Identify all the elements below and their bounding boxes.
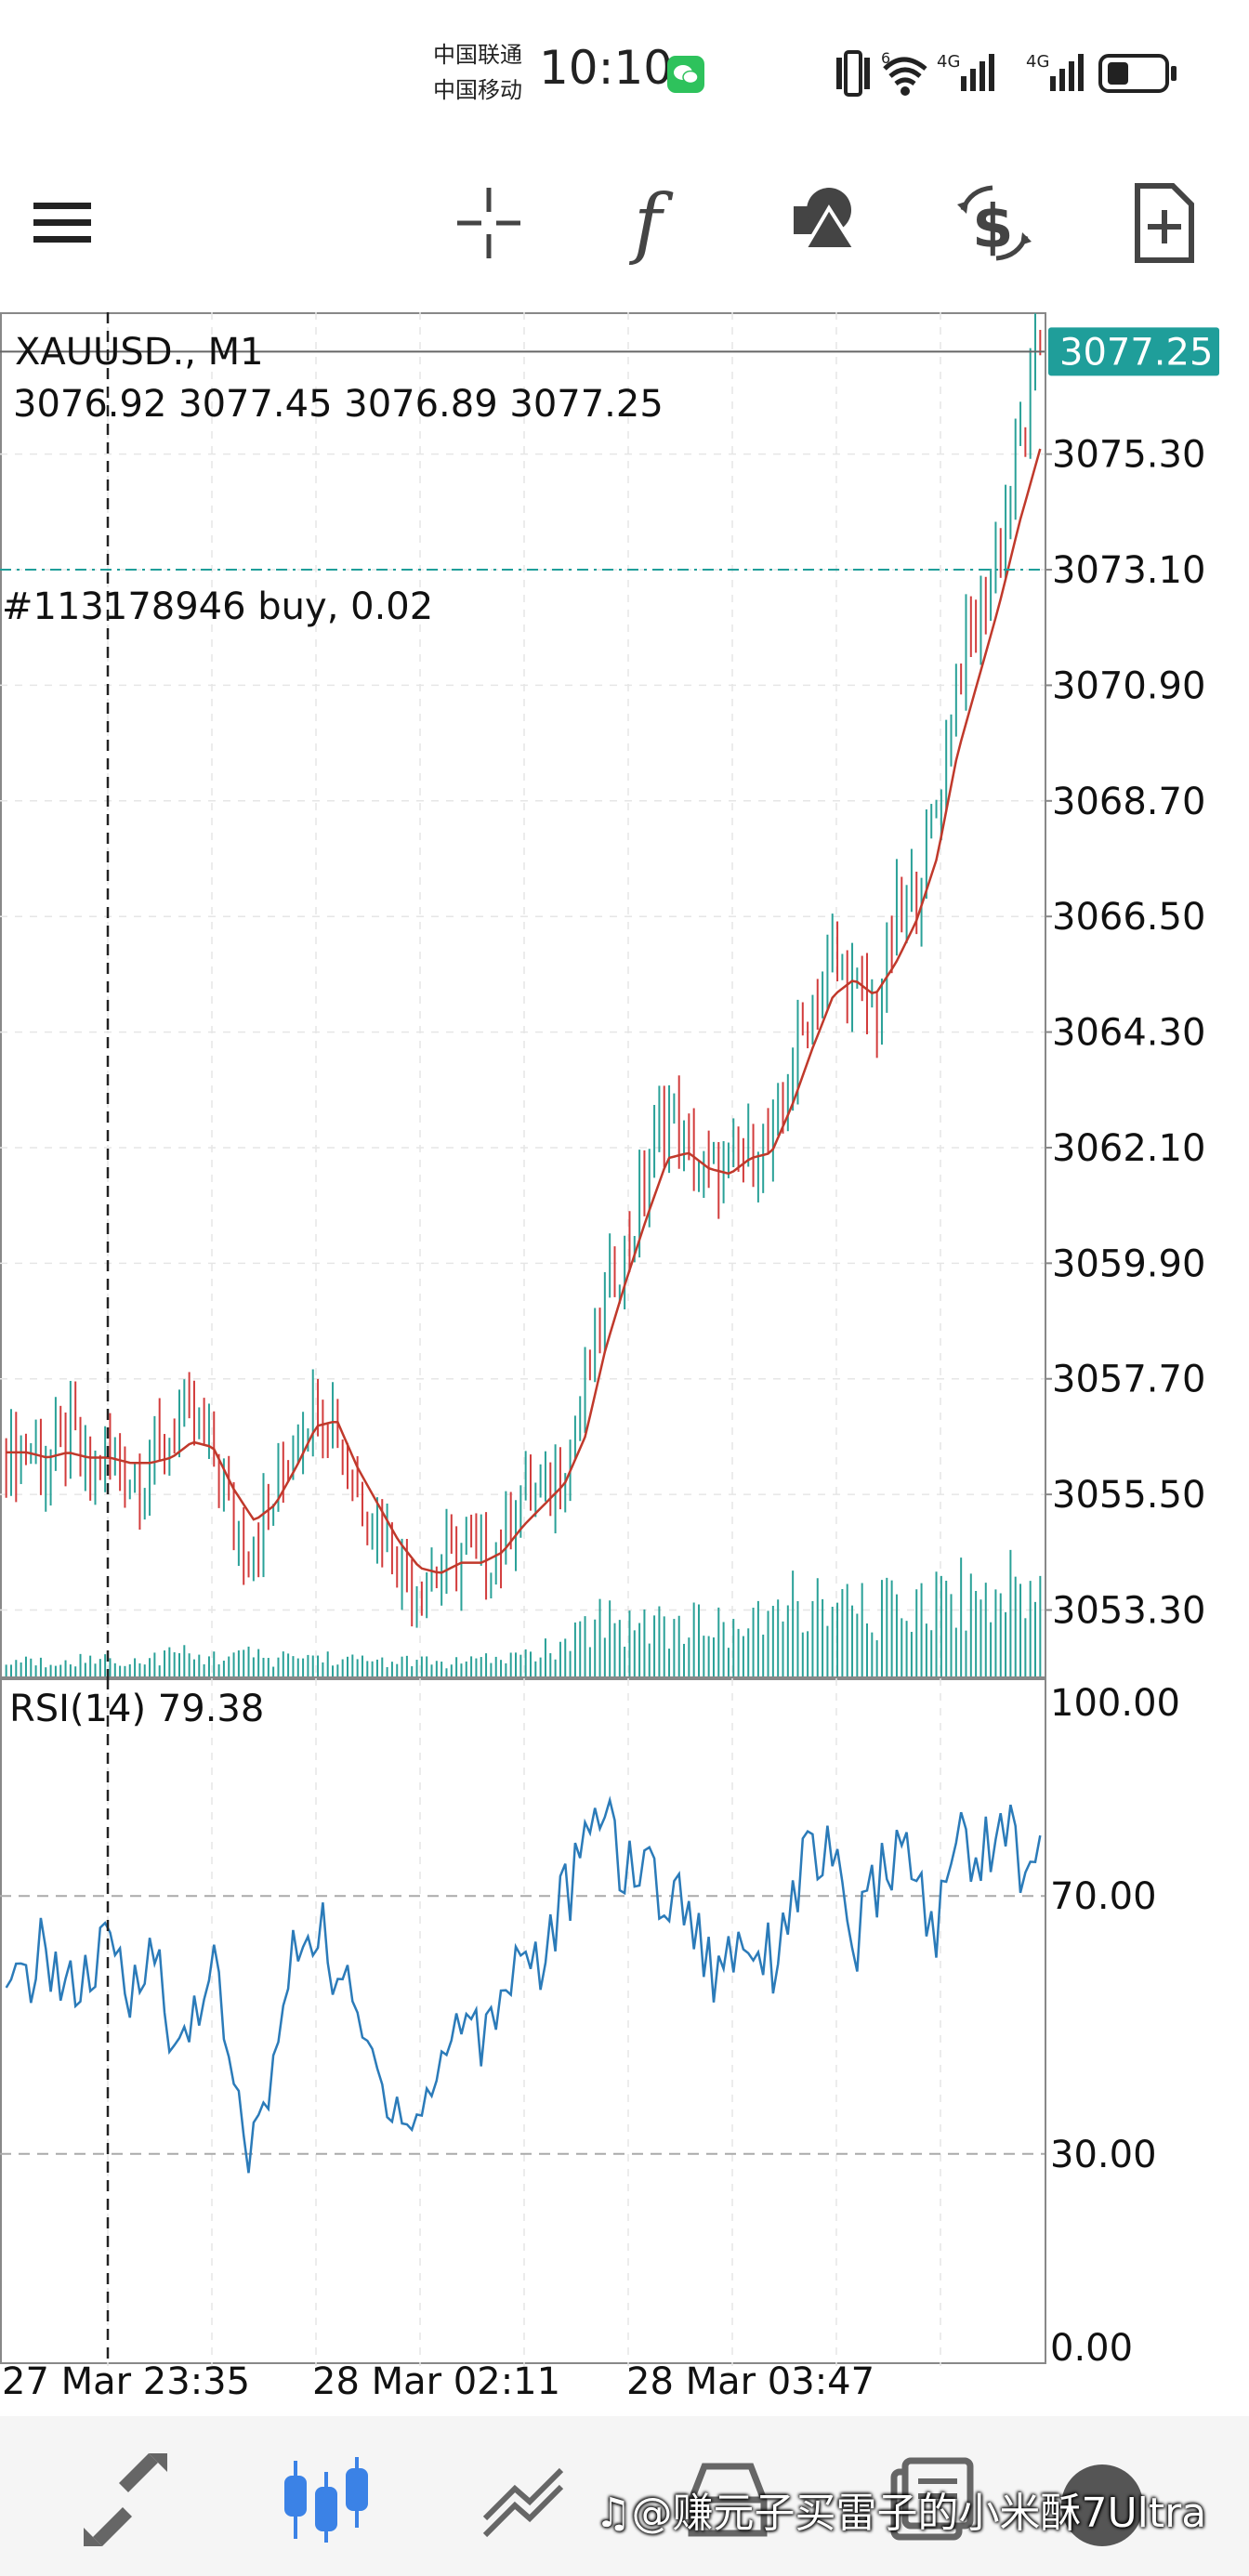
price-chart[interactable]: 3075.30 3073.10 3070.90 3068.70 3066.50 3064.… — [0, 312, 1249, 1678]
rsi-tick-label: 70.00 — [1050, 1875, 1157, 1918]
volume-bars — [5, 1549, 1042, 1676]
price-tick-label: 3055.50 — [1052, 1474, 1205, 1517]
function-icon[interactable]: f — [611, 167, 701, 279]
rsi-label: RSI(14) 79.38 — [9, 1688, 265, 1730]
rsi-tick-label: 100.00 — [1050, 1682, 1180, 1725]
wifi-icon: 6 — [881, 49, 927, 96]
crosshair-icon[interactable] — [444, 167, 533, 279]
rsi-line — [5, 1795, 1042, 2174]
clock: 10:10 — [539, 41, 674, 95]
rsi-tick-label: 0.00 — [1050, 2327, 1133, 2366]
chart-icon[interactable] — [275, 2453, 377, 2546]
messages-icon[interactable] — [877, 2453, 979, 2546]
time-tick: 28 Mar 03:47 — [626, 2360, 875, 2403]
svg-text:$: $ — [972, 193, 1014, 262]
trade-icon[interactable] — [476, 2453, 578, 2546]
rsi-chart[interactable]: 100.00 70.00 30.00 0.00 — [0, 1678, 1249, 2366]
price-tick-label: 3062.10 — [1052, 1127, 1205, 1170]
network-2: 4G — [1026, 52, 1049, 72]
svg-text:f: f — [628, 179, 674, 268]
price-grid — [0, 312, 1045, 1678]
time-tick: 28 Mar 02:11 — [312, 2360, 561, 2403]
status-icons: 6 4G 4G — [836, 49, 1177, 97]
time-tick: 27 Mar 23:35 — [2, 2360, 251, 2403]
hamburger-icon[interactable] — [20, 167, 110, 279]
price-tick-label: 3059.90 — [1052, 1242, 1205, 1285]
price-tick-label: 3075.30 — [1052, 434, 1205, 477]
rsi-tick-label: 30.00 — [1050, 2134, 1157, 2176]
battery-icon — [1098, 54, 1177, 93]
chart-toolbar: f $ — [0, 167, 1249, 279]
wifi-badge: 6 — [881, 49, 890, 67]
network-1: 4G — [937, 52, 960, 72]
price-tick-label: 3057.70 — [1052, 1359, 1205, 1401]
vibrate-icon — [836, 50, 870, 97]
ohlc-values: 3076.92 3077.45 3076.89 3077.25 — [13, 383, 664, 426]
moving-average-line — [6, 448, 1042, 1574]
price-tick-label: 3053.30 — [1052, 1590, 1205, 1633]
current-price-badge-bg — [1048, 327, 1219, 376]
shapes-icon[interactable] — [781, 167, 870, 279]
quotes-icon[interactable] — [74, 2453, 177, 2546]
bottom-navigation — [0, 2416, 1249, 2576]
wechat-icon — [667, 56, 704, 93]
symbol-title: XAUUSD., M1 — [15, 331, 264, 374]
time-axis: 27 Mar 23:35 28 Mar 02:11 28 Mar 03:47 — [0, 2360, 1249, 2416]
order-line-label[interactable]: #113178946 buy, 0.02 — [2, 585, 434, 628]
price-tick-label: 3068.70 — [1052, 781, 1205, 823]
settings-icon[interactable] — [1050, 2453, 1152, 2546]
price-tick-label: 3070.90 — [1052, 664, 1205, 707]
rsi-plot-frame — [0, 1678, 1046, 2364]
signal-icon-1: 4G — [937, 52, 994, 91]
rsi-grid — [0, 1678, 1045, 2366]
carrier-1: 中国联通 — [433, 42, 522, 68]
price-plot-frame — [0, 312, 1046, 1678]
history-icon[interactable] — [677, 2453, 779, 2546]
watermark: ♫@赚元子买雷子的小米酥7Ultra — [595, 2490, 1207, 2537]
status-bar: 中国联通 中国移动 10:10 6 4G 4G — [0, 0, 1249, 139]
price-tick-label: 3064.30 — [1052, 1012, 1205, 1055]
current-price-label: 3077.25 — [1059, 331, 1213, 374]
price-tick-label: 3073.10 — [1052, 549, 1205, 592]
carrier-2: 中国移动 — [433, 77, 522, 103]
dollar-refresh-icon[interactable]: $ — [950, 167, 1039, 279]
new-document-icon[interactable] — [1119, 167, 1208, 279]
price-axis: 3075.30 3073.10 3070.90 3068.70 3066.50 3064.… — [1045, 434, 1205, 1633]
current-price-badge: 3077.25 — [1048, 327, 1219, 376]
carrier-names: 中国联通 中国移动 — [433, 37, 522, 108]
signal-icon-2: 4G — [1026, 52, 1084, 91]
price-tick-label: 3066.50 — [1052, 896, 1205, 939]
rsi-axis: 100.00 70.00 30.00 0.00 — [1050, 1682, 1180, 2366]
